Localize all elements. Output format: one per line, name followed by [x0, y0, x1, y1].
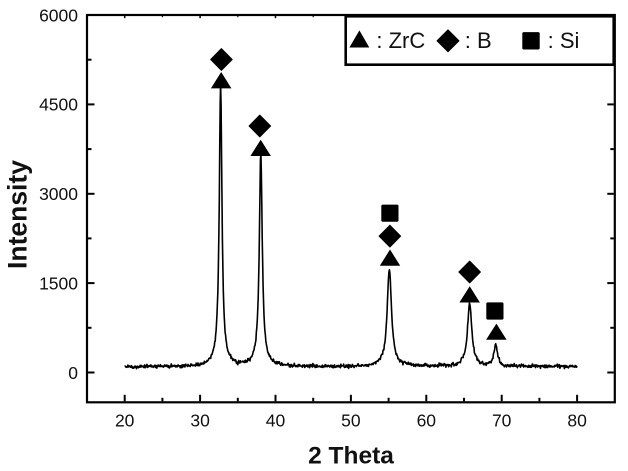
svg-text:70: 70	[492, 411, 512, 431]
svg-text:20: 20	[115, 411, 135, 431]
svg-text:2 Theta: 2 Theta	[308, 443, 394, 470]
svg-text:80: 80	[567, 411, 587, 431]
svg-text:50: 50	[341, 411, 361, 431]
svg-text:: Si: : Si	[548, 28, 580, 53]
svg-text:1500: 1500	[39, 273, 78, 293]
svg-text:3000: 3000	[39, 184, 78, 204]
svg-text:40: 40	[266, 411, 286, 431]
svg-text:4500: 4500	[39, 95, 78, 115]
svg-text:30: 30	[190, 411, 210, 431]
svg-text:0: 0	[68, 363, 78, 383]
svg-text:Intensity: Intensity	[3, 160, 33, 269]
svg-text:60: 60	[417, 411, 437, 431]
svg-text:: ZrC: : ZrC	[376, 28, 425, 53]
svg-text:6000: 6000	[39, 5, 78, 25]
svg-text:: B: : B	[465, 28, 492, 53]
